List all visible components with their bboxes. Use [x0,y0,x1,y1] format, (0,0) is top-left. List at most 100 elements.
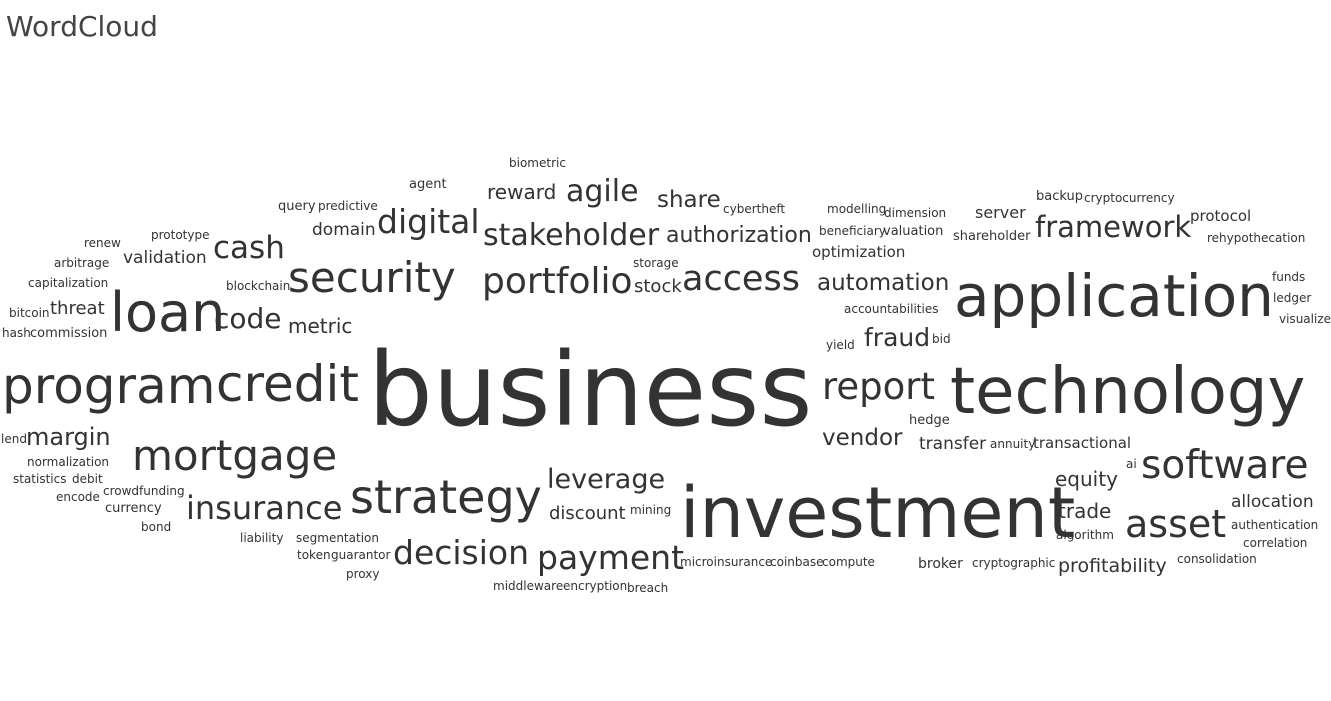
word-hash: hash [2,326,31,340]
word-token: token [297,548,331,562]
word-security: security [288,253,456,302]
word-valuation: valuation [883,224,944,239]
word-metric: metric [288,314,353,338]
word-bitcoin: bitcoin [9,306,50,320]
word-broker: broker [918,556,963,572]
word-fraud: fraud [864,323,931,352]
word-storage: storage [633,256,679,270]
word-report: report [822,365,936,408]
word-algorithm: algorithm [1056,528,1114,542]
word-asset: asset [1125,502,1227,546]
word-automation: automation [817,270,950,296]
word-cash: cash [213,230,285,266]
word-ai: ai [1126,457,1137,471]
word-modelling: modelling [827,202,887,216]
word-statistics: statistics [13,472,67,486]
word-cybertheft: cybertheft [723,202,786,216]
word-backup: backup [1036,189,1083,204]
word-insurance: insurance [186,489,343,527]
word-proxy: proxy [346,567,380,581]
word-vendor: vendor [822,425,903,451]
word-funds: funds [1272,270,1306,284]
word-share: share [657,187,721,213]
word-blockchain: blockchain [226,279,291,293]
word-debit: debit [72,472,103,486]
word-discount: discount [549,503,626,524]
word-yield: yield [826,338,855,352]
word-bond: bond [141,520,172,534]
word-currency: currency [105,501,162,516]
word-investment: investment [680,472,1076,554]
word-decision: decision [393,533,530,572]
word-capitalization: capitalization [28,276,109,290]
word-predictive: predictive [318,199,378,213]
word-framework: framework [1035,210,1192,244]
word-strategy: strategy [350,470,542,524]
word-breach: breach [627,581,669,595]
word-prototype: prototype [151,228,210,242]
word-normalization: normalization [27,455,110,469]
word-stock: stock [634,276,682,297]
word-bid: bid [932,332,951,346]
word-guarantor: guarantor [331,548,391,562]
word-validation: validation [123,248,207,268]
word-margin: margin [26,423,111,451]
word-cryptocurrency: cryptocurrency [1084,191,1175,205]
word-microinsurance: microinsurance [680,555,773,569]
word-protocol: protocol [1190,207,1252,225]
word-correlation: correlation [1243,536,1308,550]
word-hedge: hedge [909,413,950,428]
word-optimization: optimization [812,243,906,261]
word-commission: commission [30,326,108,341]
word-mortgage: mortgage [132,431,338,480]
word-transactional: transactional [1033,434,1132,452]
word-mining: mining [630,503,672,517]
word-encryption: encryption [563,579,628,593]
word-profitability: profitability [1058,555,1167,577]
word-query: query [278,199,316,214]
word-program: program [2,357,216,415]
word-coinbase: coinbase [770,555,824,569]
word-segmentation: segmentation [296,531,379,545]
word-compute: compute [822,555,875,569]
word-shareholder: shareholder [953,229,1031,244]
word-business: business [368,331,813,450]
word-application: application [954,262,1274,330]
word-lend: lend [1,432,27,446]
word-middleware: middleware [493,579,564,593]
word-portfolio: portfolio [482,261,633,302]
word-crowdfunding: crowdfunding [103,484,185,498]
word-visualize: visualize [1279,312,1331,326]
word-agent: agent [409,177,447,192]
word-renew: renew [84,236,121,250]
word-technology: technology [950,355,1306,429]
word-annuity: annuity [990,437,1036,451]
word-credit: credit [216,355,359,413]
word-agile: agile [566,174,639,209]
word-loan: loan [110,281,226,344]
word-rehypothecation: rehypothecation [1207,231,1306,245]
word-dimension: dimension [884,206,947,220]
word-cryptographic: cryptographic [972,556,1056,570]
word-digital: digital [377,202,480,241]
word-liability: liability [240,531,284,545]
word-payment: payment [537,538,685,577]
word-stakeholder: stakeholder [483,218,660,253]
word-transfer: transfer [919,434,987,454]
word-reward: reward [487,180,557,204]
word-domain: domain [312,220,376,240]
word-authorization: authorization [666,223,812,248]
word-equity: equity [1055,467,1118,491]
word-threat: threat [50,298,105,319]
word-encode: encode [56,490,100,504]
chart-title: WordCloud [6,10,158,43]
word-ledger: ledger [1273,291,1312,305]
word-consolidation: consolidation [1177,552,1257,566]
word-software: software [1141,443,1309,488]
word-beneficiary: beneficiary [819,224,886,238]
word-accountabilities: accountabilities [844,302,939,316]
word-trade: trade [1058,499,1112,523]
word-leverage: leverage [547,464,666,495]
word-biometric: biometric [509,156,566,170]
